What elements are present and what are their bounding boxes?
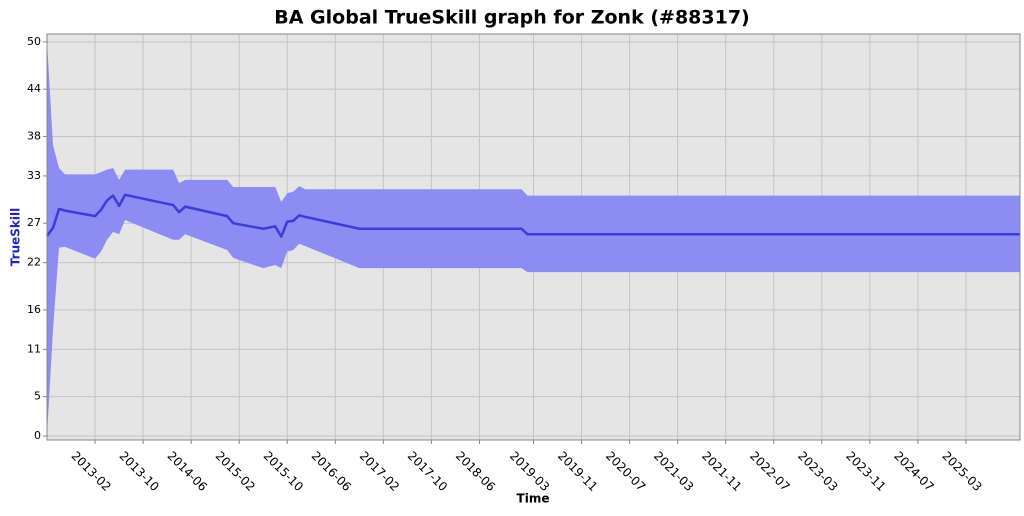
chart-title: BA Global TrueSkill graph for Zonk (#883…	[274, 7, 749, 29]
x-tick-label: 2023-03	[795, 449, 840, 494]
y-tick-label: 33	[27, 169, 41, 182]
y-tick-label: 0	[34, 429, 41, 442]
x-tick-label: 2020-07	[603, 449, 648, 494]
x-tick-label: 2017-02	[357, 449, 402, 494]
y-tick-label: 22	[27, 256, 41, 269]
uncertainty-band	[47, 41, 1020, 437]
x-tick-label: 2022-07	[747, 449, 792, 494]
x-tick-label: 2021-03	[651, 449, 696, 494]
x-tick-label: 2014-06	[165, 449, 210, 494]
y-tick-label: 5	[34, 390, 41, 403]
y-tick-label: 38	[27, 129, 41, 142]
x-tick-label: 2017-10	[405, 449, 450, 494]
trueskill-line	[46, 193, 1020, 238]
x-tick-label: 2013-10	[117, 449, 162, 494]
x-tick-label: 2013-02	[68, 449, 113, 494]
x-tick-label: 2023-11	[843, 449, 888, 494]
y-tick-label: 16	[27, 303, 41, 316]
x-tick-label: 2015-02	[213, 449, 258, 494]
x-tick-label: 2019-11	[555, 449, 600, 494]
y-tick-label: 11	[27, 342, 41, 355]
x-tick-label: 2015-10	[261, 449, 306, 494]
x-tick-label: 2025-03	[939, 449, 984, 494]
x-tick-label: 2016-06	[309, 449, 354, 494]
y-axis-title: TrueSkill	[9, 208, 23, 266]
x-axis-title: Time	[517, 492, 550, 506]
x-tick-label: 2018-06	[453, 449, 498, 494]
x-tick-label: 2021-11	[699, 449, 744, 494]
x-tick-label: 2019-03	[507, 449, 552, 494]
x-tick-label: 2024-07	[891, 449, 936, 494]
y-tick-label: 50	[27, 35, 41, 48]
y-tick-label: 27	[27, 216, 41, 229]
plot-border	[46, 33, 1021, 441]
y-tick-label: 44	[27, 82, 41, 95]
